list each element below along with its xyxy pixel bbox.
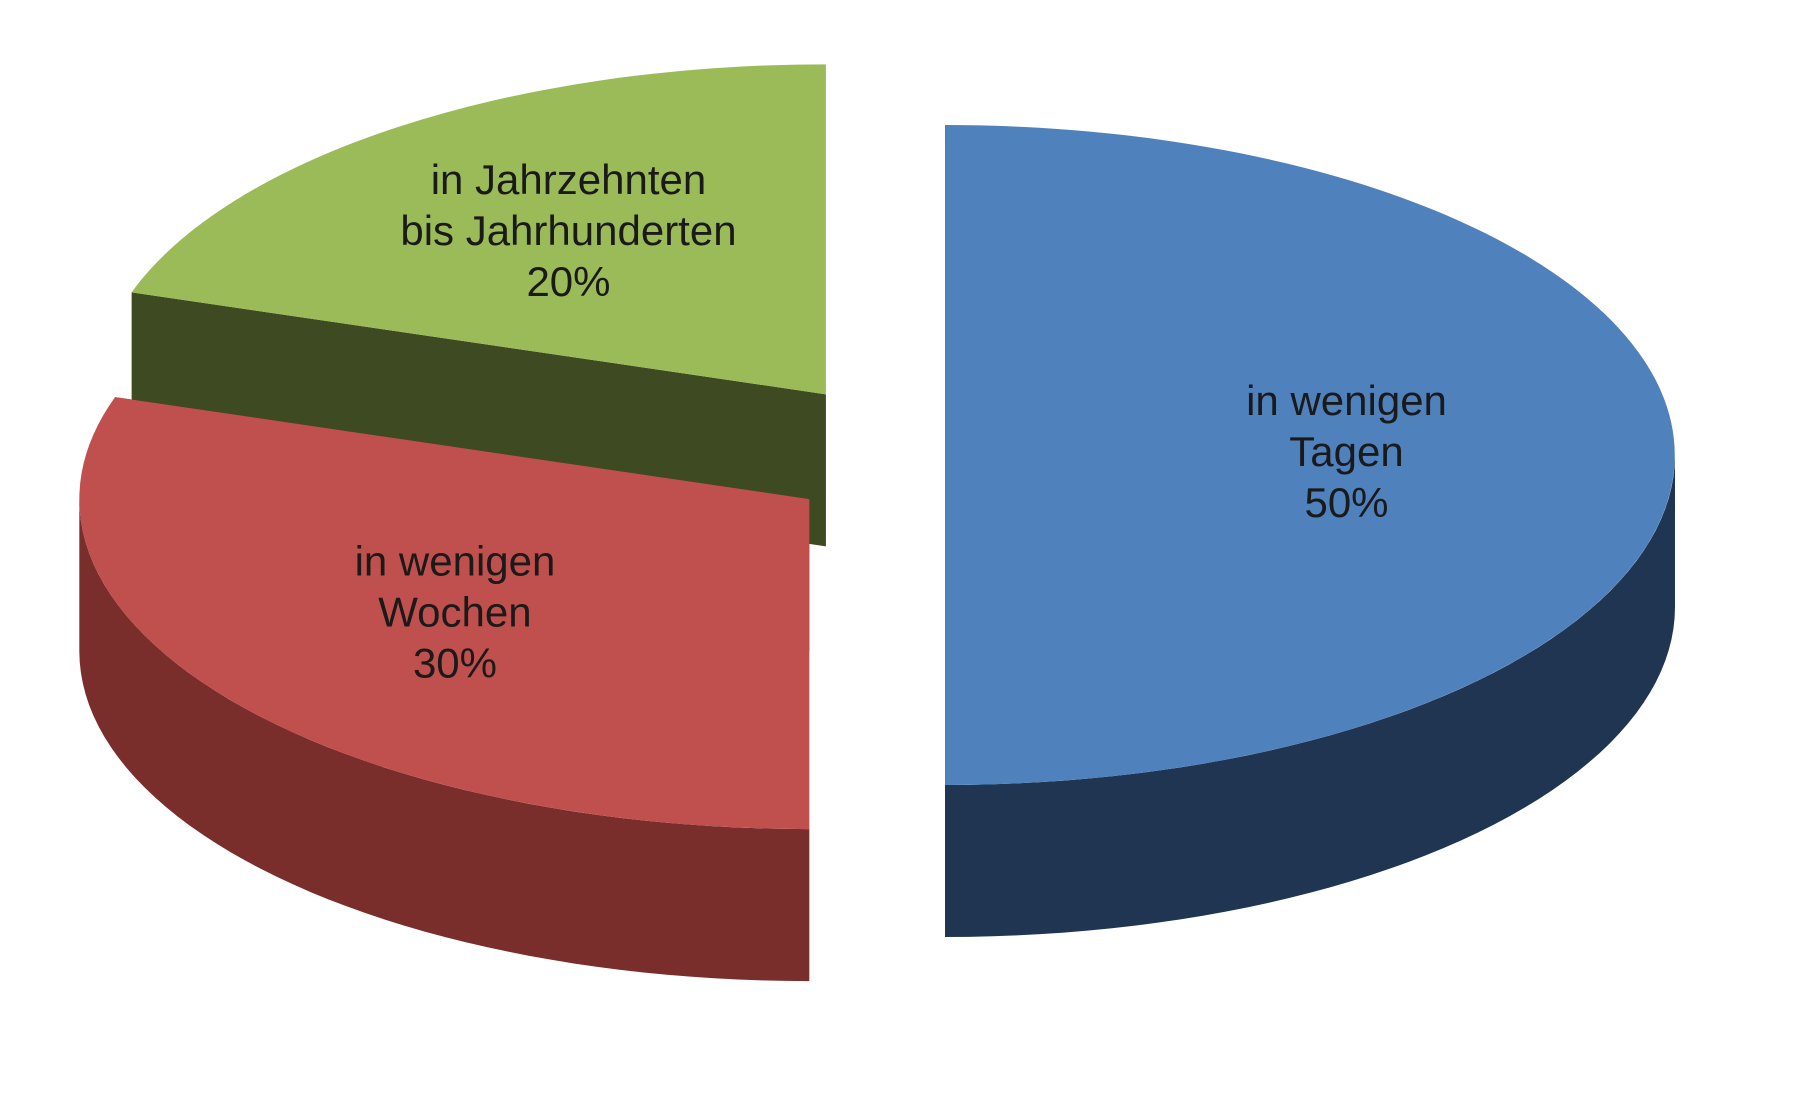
pie-slice-side-in-wenigen-tagen <box>945 455 1675 937</box>
slice-name-label-in-wenigen-wochen-1: Wochen <box>378 589 531 636</box>
pie-slice-top-in-wenigen-tagen <box>945 125 1675 785</box>
slice-value-label-in-wenigen-tagen: 50% <box>1304 479 1388 526</box>
slice-name-label-in-wenigen-tagen-1: Tagen <box>1289 428 1403 475</box>
slice-value-label-in-jahrzehnten-bis-jahrhunderten: 20% <box>526 258 610 305</box>
slice-name-label-in-wenigen-tagen-0: in wenigen <box>1246 377 1447 424</box>
slice-name-label-in-wenigen-wochen-0: in wenigen <box>355 538 556 585</box>
pie-slice-in-wenigen-wochen <box>79 397 810 982</box>
slice-name-label-in-jahrzehnten-bis-jahrhunderten-0: in Jahrzehnten <box>431 156 707 203</box>
slice-value-label-in-wenigen-wochen: 30% <box>413 640 497 687</box>
pie-slice-top-in-jahrzehnten-bis-jahrhunderten <box>131 64 826 395</box>
pie-slice-in-wenigen-tagen <box>945 125 1675 937</box>
pie-slice-top-in-wenigen-wochen <box>79 397 810 830</box>
pie-slice-side-in-wenigen-wochen <box>79 499 810 982</box>
slice-name-label-in-jahrzehnten-bis-jahrhunderten-1: bis Jahrhunderten <box>400 207 736 254</box>
